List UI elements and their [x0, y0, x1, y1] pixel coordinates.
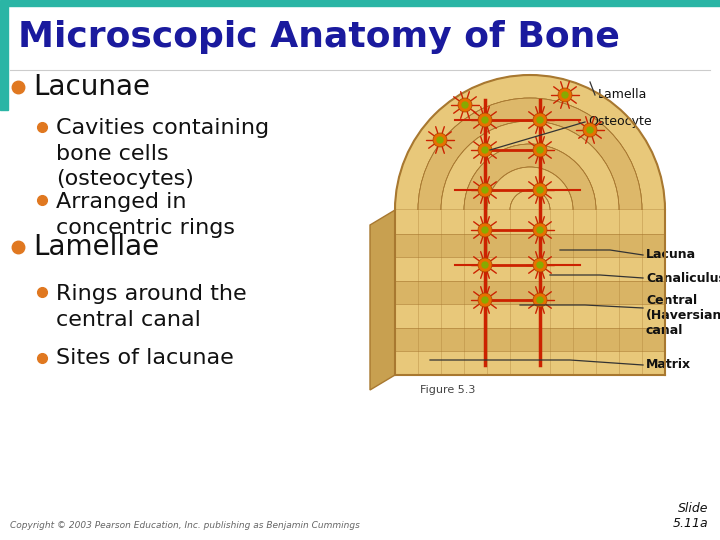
Wedge shape	[487, 167, 573, 210]
Circle shape	[587, 127, 593, 133]
Circle shape	[433, 133, 447, 147]
Circle shape	[458, 98, 472, 112]
Circle shape	[478, 113, 492, 127]
Text: Osteocyte: Osteocyte	[588, 116, 652, 129]
Circle shape	[478, 258, 492, 272]
Wedge shape	[464, 144, 596, 210]
Circle shape	[537, 187, 543, 193]
Text: Microscopic Anatomy of Bone: Microscopic Anatomy of Bone	[18, 20, 620, 54]
Text: Copyright © 2003 Pearson Education, Inc. publishing as Benjamin Cummings: Copyright © 2003 Pearson Education, Inc.…	[10, 521, 360, 530]
Text: Figure 5.3: Figure 5.3	[420, 385, 475, 395]
Text: Lacuna: Lacuna	[646, 248, 696, 261]
Circle shape	[533, 293, 547, 307]
Circle shape	[562, 92, 568, 98]
Circle shape	[482, 187, 488, 193]
Circle shape	[478, 183, 492, 197]
Circle shape	[583, 123, 597, 137]
Circle shape	[482, 117, 488, 123]
Circle shape	[533, 183, 547, 197]
Circle shape	[537, 147, 543, 153]
Wedge shape	[395, 75, 665, 210]
Bar	[395, 257, 665, 281]
Bar	[395, 281, 665, 304]
Polygon shape	[370, 210, 395, 390]
Wedge shape	[441, 121, 619, 210]
Bar	[0, 0, 720, 6]
Circle shape	[437, 137, 443, 143]
Circle shape	[537, 262, 543, 268]
Circle shape	[533, 258, 547, 272]
Text: Matrix: Matrix	[646, 359, 691, 372]
Circle shape	[533, 223, 547, 237]
Circle shape	[482, 227, 488, 233]
Text: Lacunae: Lacunae	[33, 73, 150, 101]
Text: Lamellae: Lamellae	[33, 233, 159, 261]
Circle shape	[537, 227, 543, 233]
Circle shape	[482, 262, 488, 268]
Text: Cavities containing
bone cells
(osteocytes): Cavities containing bone cells (osteocyt…	[56, 118, 269, 189]
Wedge shape	[510, 190, 550, 210]
Text: Arranged in
concentric rings: Arranged in concentric rings	[56, 192, 235, 238]
Wedge shape	[418, 98, 642, 210]
Circle shape	[537, 297, 543, 303]
Circle shape	[478, 143, 492, 157]
Bar	[395, 210, 665, 375]
Text: Sites of lacunae: Sites of lacunae	[56, 348, 234, 368]
Circle shape	[478, 293, 492, 307]
Circle shape	[533, 143, 547, 157]
Bar	[395, 352, 665, 375]
Bar	[395, 210, 665, 234]
Bar	[0, 6, 8, 110]
Text: Rings around the
central canal: Rings around the central canal	[56, 284, 247, 329]
Text: Central
(Haversian)
canal: Central (Haversian) canal	[646, 294, 720, 336]
Circle shape	[482, 297, 488, 303]
Circle shape	[462, 102, 468, 108]
Circle shape	[533, 113, 547, 127]
Bar	[395, 328, 665, 352]
Bar	[395, 234, 665, 257]
Circle shape	[482, 147, 488, 153]
Circle shape	[478, 223, 492, 237]
Circle shape	[558, 88, 572, 102]
Text: Lamella: Lamella	[598, 89, 647, 102]
Text: Canaliculus: Canaliculus	[646, 272, 720, 285]
Bar	[395, 304, 665, 328]
Circle shape	[537, 117, 543, 123]
Text: Slide
5.11a: Slide 5.11a	[672, 502, 708, 530]
